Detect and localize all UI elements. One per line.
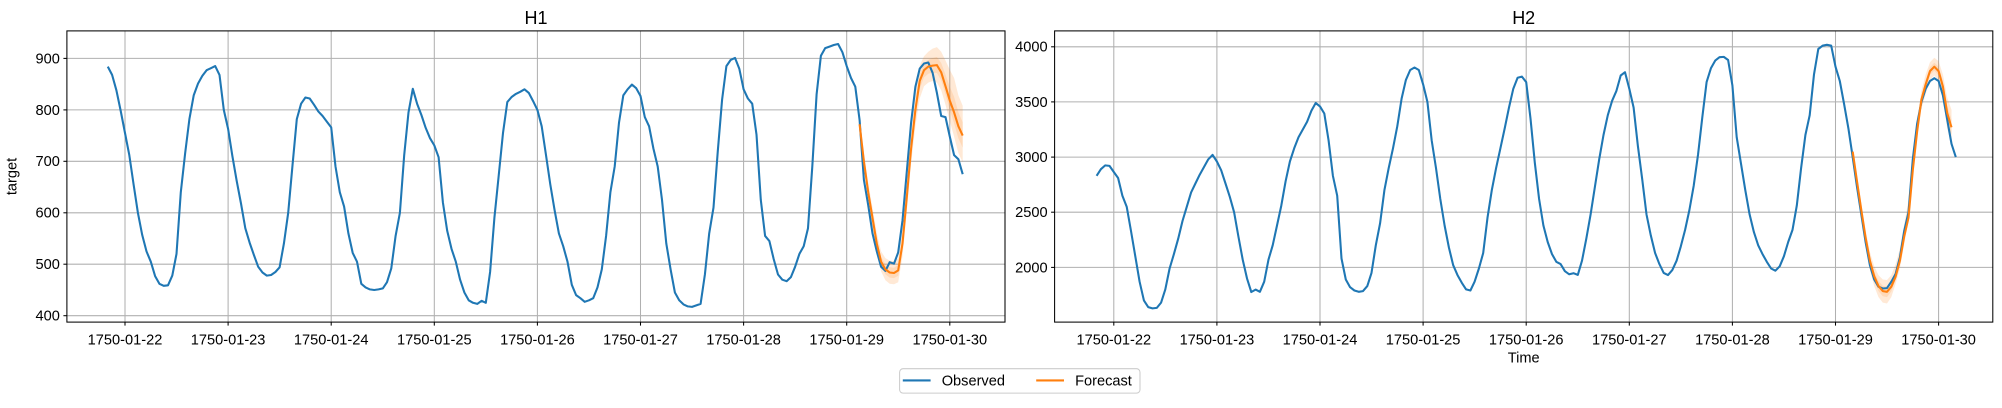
svg-text:H2: H2: [1512, 8, 1535, 28]
svg-text:Time: Time: [1508, 351, 1540, 367]
svg-text:1750-01-22: 1750-01-22: [88, 333, 163, 349]
svg-text:1750-01-24: 1750-01-24: [294, 333, 369, 349]
svg-text:1750-01-28: 1750-01-28: [706, 333, 781, 349]
svg-text:4000: 4000: [1015, 40, 1047, 56]
svg-text:800: 800: [36, 103, 60, 119]
svg-text:1750-01-25: 1750-01-25: [1386, 333, 1461, 349]
svg-text:900: 900: [36, 51, 60, 67]
svg-text:1750-01-25: 1750-01-25: [397, 333, 472, 349]
svg-text:500: 500: [36, 257, 60, 273]
svg-text:Forecast: Forecast: [1075, 373, 1132, 389]
svg-text:2000: 2000: [1015, 260, 1047, 276]
svg-text:target: target: [5, 158, 21, 195]
svg-text:1750-01-27: 1750-01-27: [603, 333, 678, 349]
svg-text:400: 400: [36, 309, 60, 325]
svg-text:1750-01-30: 1750-01-30: [1901, 333, 1976, 349]
svg-text:1750-01-26: 1750-01-26: [1489, 333, 1564, 349]
svg-text:1750-01-29: 1750-01-29: [809, 333, 884, 349]
svg-text:1750-01-27: 1750-01-27: [1592, 333, 1667, 349]
svg-text:1750-01-23: 1750-01-23: [191, 333, 266, 349]
svg-text:H1: H1: [524, 8, 547, 28]
svg-text:3000: 3000: [1015, 150, 1047, 166]
svg-text:1750-01-28: 1750-01-28: [1695, 333, 1770, 349]
svg-text:Observed: Observed: [942, 373, 1005, 389]
svg-text:2500: 2500: [1015, 205, 1047, 221]
svg-text:1750-01-24: 1750-01-24: [1283, 333, 1358, 349]
svg-text:1750-01-26: 1750-01-26: [500, 333, 575, 349]
svg-text:700: 700: [36, 154, 60, 170]
svg-text:600: 600: [36, 206, 60, 222]
svg-text:1750-01-29: 1750-01-29: [1798, 333, 1873, 349]
svg-text:1750-01-22: 1750-01-22: [1076, 333, 1151, 349]
svg-text:3500: 3500: [1015, 95, 1047, 111]
svg-text:1750-01-30: 1750-01-30: [912, 333, 987, 349]
svg-text:1750-01-23: 1750-01-23: [1180, 333, 1255, 349]
